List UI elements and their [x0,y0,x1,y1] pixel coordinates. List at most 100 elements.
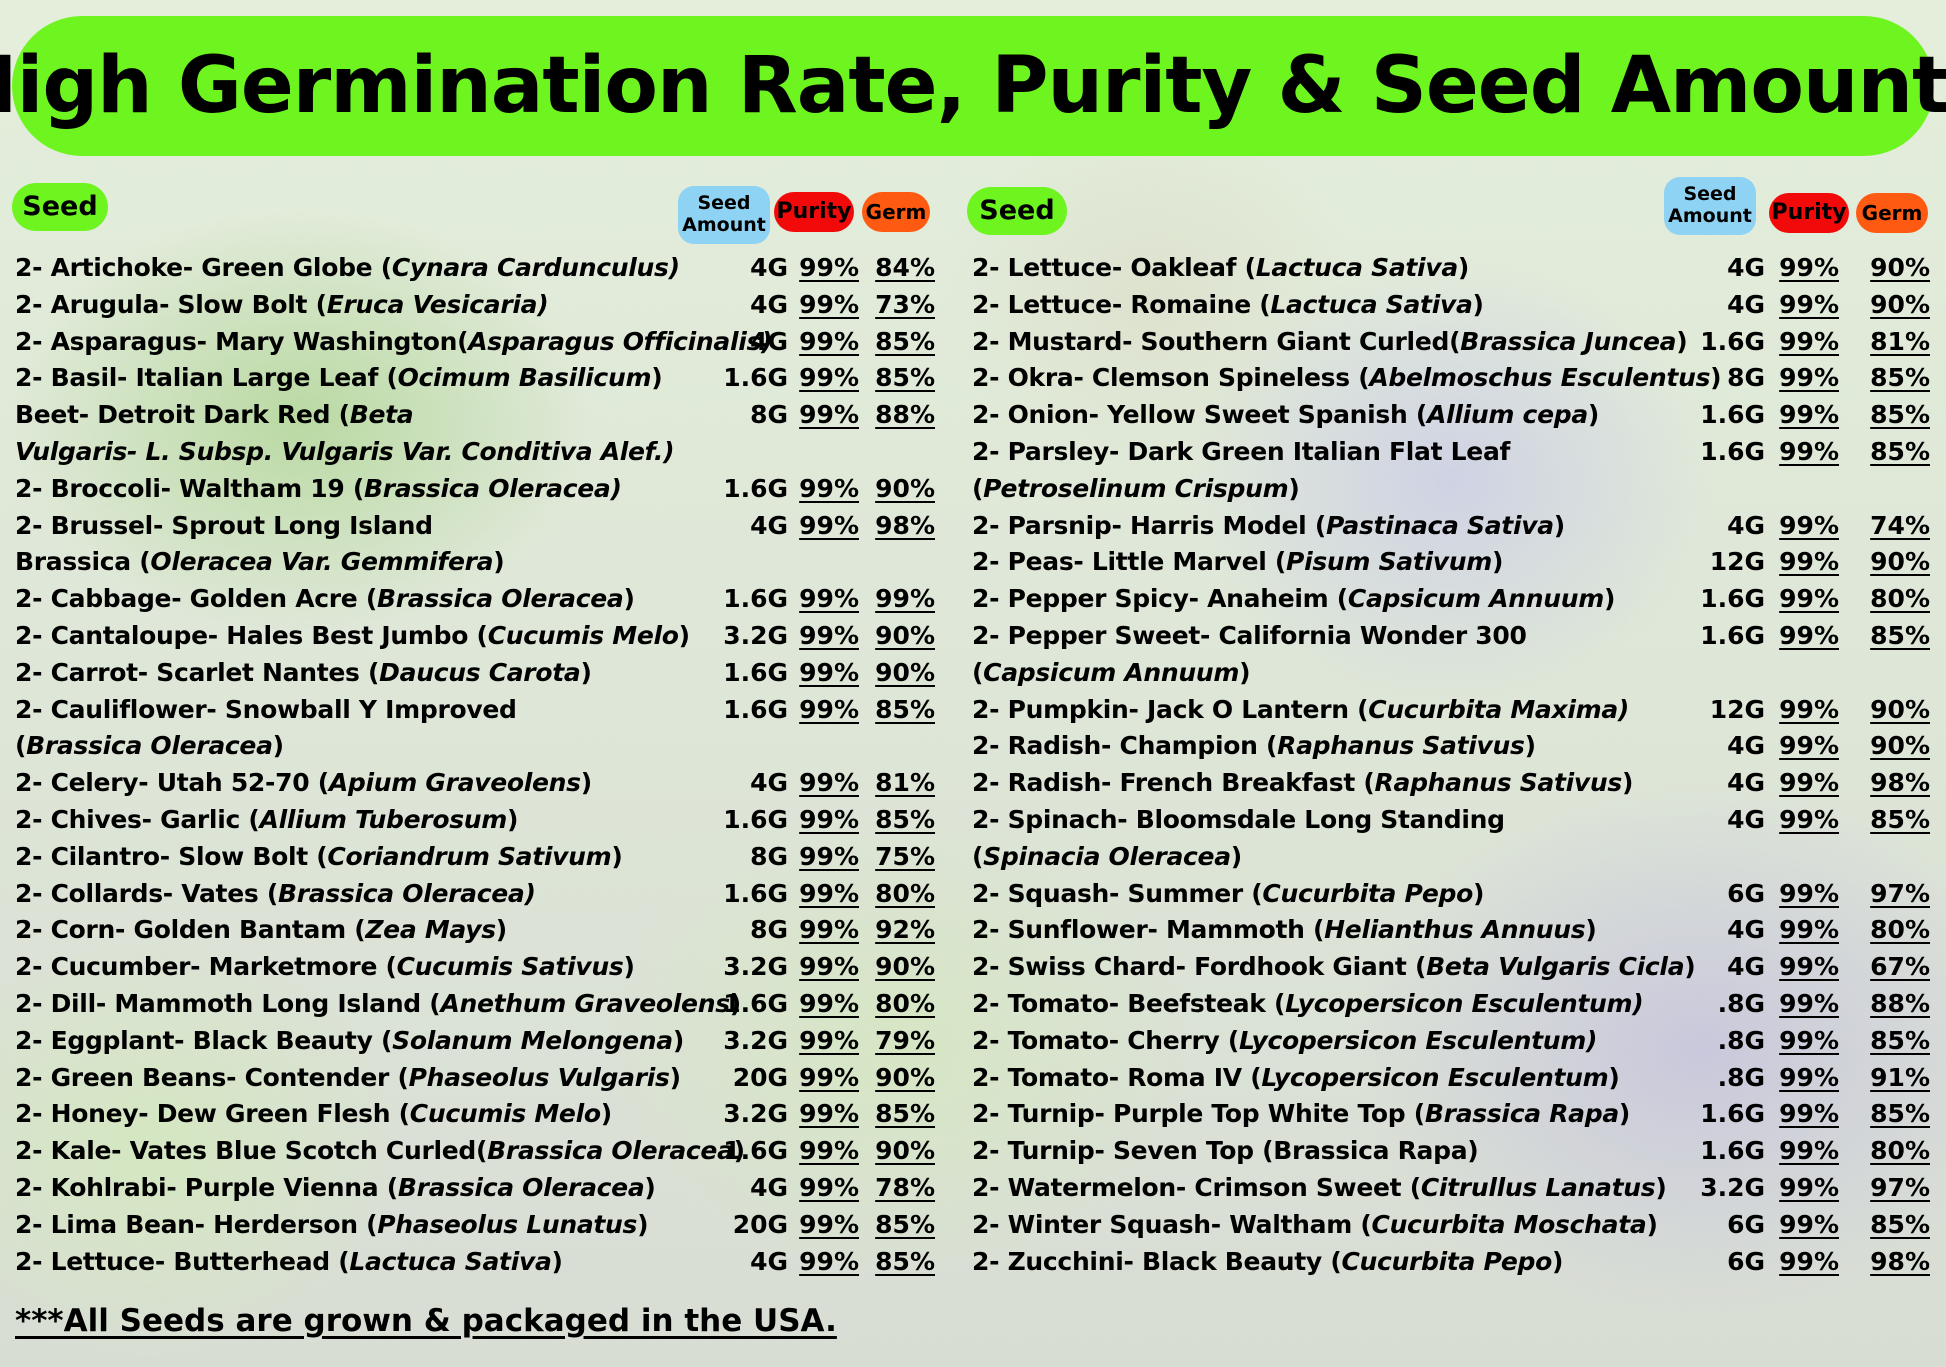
table-row: 2- Watermelon- Crimson Sweet (Citrullus … [972,1170,1930,1207]
seed-amount: 1.6G [1700,620,1765,650]
seed-name: 2- Celery- Utah 52-70 (Apium Graveolens) [15,768,592,798]
purity-value: 99% [1779,915,1839,945]
table-row: 2- Green Beans- Contender (Phaseolus Vul… [15,1060,935,1097]
germ-value: 79% [875,1025,935,1055]
seed-amount: 4G [1727,804,1765,834]
purity-value: 99% [1779,1209,1839,1239]
seed-amount: .8G [1717,1025,1765,1055]
germ-value: 90% [1870,289,1930,319]
table-row: 2- Cantaloupe- Hales Best Jumbo (Cucumis… [15,618,935,655]
seed-amount: 3.2G [723,952,788,982]
seed-name: 2- Cucumber- Marketmore (Cucumis Sativus… [15,952,635,982]
table-row: 2- Brussel- Sprout Long Island Brassica (… [15,508,935,582]
purity-value: 99% [799,915,859,945]
table-row: 2- Mustard- Southern Giant Curled(Brassi… [972,324,1930,361]
table-row: 2- Carrot- Scarlet Nantes (Daucus Carota… [15,655,935,692]
table-row: 2- Lettuce- Butterhead (Lactuca Sativa) 4… [15,1244,935,1281]
amount-header-line2: Amount [682,214,766,236]
purity-value: 99% [1779,289,1839,319]
germ-value: 80% [875,988,935,1018]
germ-value: 85% [875,1246,935,1276]
seed-name: 2- Broccoli- Waltham 19 (Brassica Olerac… [15,473,622,503]
purity-value: 99% [1779,768,1839,798]
germ-value: 90% [875,1136,935,1166]
table-row: 2- Kohlrabi- Purple Vienna (Brassica Ole… [15,1170,935,1207]
seed-amount: 3.2G [1700,1172,1765,1202]
germ-value: 80% [875,878,935,908]
germ-value: 90% [875,620,935,650]
germ-value: 85% [875,326,935,356]
purity-value: 99% [799,952,859,982]
seed-name: 2- Swiss Chard- Fordhook Giant (Beta Vul… [972,952,1696,982]
table-row: 2- Kale- Vates Blue Scotch Curled(Brassi… [15,1133,935,1170]
table-row: 2- Turnip- Purple Top White Top (Brassic… [972,1096,1930,1133]
germ-value: 90% [875,1062,935,1092]
germ-value: 88% [875,400,935,430]
seed-name: 2- Basil- Italian Large Leaf (Ocimum Bas… [15,363,663,393]
left-amount-header: Seed Amount [678,186,770,244]
seed-amount: 8G [750,400,788,430]
table-row: 2- Pepper Sweet- California Wonder 300 (C… [972,618,1930,692]
seed-name: 2- Okra- Clemson Spineless (Abelmoschus … [972,363,1722,393]
right-seed-table: 2- Lettuce- Oakleaf (Lactuca Sativa) 4G 99… [972,250,1930,1280]
seed-name: 2- Lettuce- Oakleaf (Lactuca Sativa) [972,253,1470,282]
purity-value: 99% [799,1209,859,1239]
title-banner: High Germination Rate, Purity & Seed Amo… [0,16,1946,156]
table-row: 2- Collards- Vates (Brassica Oleracea) 1.… [15,876,935,913]
seed-amount: 4G [1727,510,1765,540]
germ-value: 85% [1870,1209,1930,1239]
table-row: 2- Radish- French Breakfast (Raphanus Sa… [972,765,1930,802]
seed-name: 2- Radish- Champion (Raphanus Sativus) [972,731,1536,761]
seed-amount: 3.2G [723,1099,788,1129]
purity-value: 99% [799,694,859,724]
seed-amount: 8G [750,915,788,945]
purity-value: 99% [799,841,859,871]
seed-name: 2- Honey- Dew Green Flesh (Cucumis Melo) [15,1099,612,1129]
germ-value: 97% [1870,878,1930,908]
purity-value: 99% [799,510,859,540]
seed-name: 2- Peas- Little Marvel (Pisum Sativum) [972,547,1504,577]
seed-amount: 4G [750,510,788,540]
table-row: 2- Cabbage- Golden Acre (Brassica Olerac… [15,581,935,618]
seed-name: 2- Cilantro- Slow Bolt (Coriandrum Sativ… [15,841,623,871]
germ-value: 98% [1870,768,1930,798]
seed-amount: 4G [1727,731,1765,761]
purity-value: 99% [1779,363,1839,393]
footer-note: ***All Seeds are grown & packaged in the… [15,1303,837,1339]
germ-value: 85% [1870,436,1930,466]
table-row: 2- Asparagus- Mary Washington(Asparagus … [15,324,935,361]
germ-value: 80% [1870,1136,1930,1166]
seed-amount: 4G [750,1172,788,1202]
purity-value: 99% [799,326,859,356]
right-purity-header: Purity [1769,193,1849,233]
table-row: 2- Lettuce- Oakleaf (Lactuca Sativa) 4G 99… [972,250,1930,287]
seed-amount: .8G [1717,1062,1765,1092]
seed-amount: 1.6G [723,988,788,1018]
seed-amount: 1.6G [1700,326,1765,356]
purity-value: 99% [799,1062,859,1092]
seed-name: 2- Lettuce- Romaine (Lactuca Sativa) [972,289,1484,319]
germ-value: 97% [1870,1172,1930,1202]
table-row: 2- Tomato- Roma IV (Lycopersicon Esculen… [972,1060,1930,1097]
germ-value: 90% [875,952,935,982]
table-row: 2- Pepper Spicy- Anaheim (Capsicum Annuu… [972,581,1930,618]
germ-value: 85% [1870,1025,1930,1055]
purity-value: 99% [1779,253,1839,282]
seed-name: 2- Sunflower- Mammoth (Helianthus Annuus… [972,915,1597,945]
seed-name: 2- Tomato- Roma IV (Lycopersicon Esculen… [972,1062,1620,1092]
germ-value: 91% [1870,1062,1930,1092]
purity-value: 99% [1779,1172,1839,1202]
table-row: 2- Winter Squash- Waltham (Cucurbita Mos… [972,1207,1930,1244]
seed-amount: 3.2G [723,620,788,650]
seed-name: 2- Pumpkin- Jack O Lantern (Cucurbita Ma… [972,694,1630,724]
germ-value: 90% [1870,253,1930,282]
purity-value: 99% [799,768,859,798]
seed-amount: 1.6G [1700,584,1765,614]
purity-value: 99% [1779,1062,1839,1092]
table-row: 2- Pumpkin- Jack O Lantern (Cucurbita Ma… [972,692,1930,729]
seed-name: 2- Parsley- Dark Green Italian Flat Leaf… [972,436,1511,503]
seed-amount: 1.6G [723,878,788,908]
seed-amount: 20G [732,1062,788,1092]
seed-name: 2- Tomato- Beefsteak (Lycopersicon Escul… [972,988,1644,1018]
right-germ-header: Germ [1856,193,1928,233]
